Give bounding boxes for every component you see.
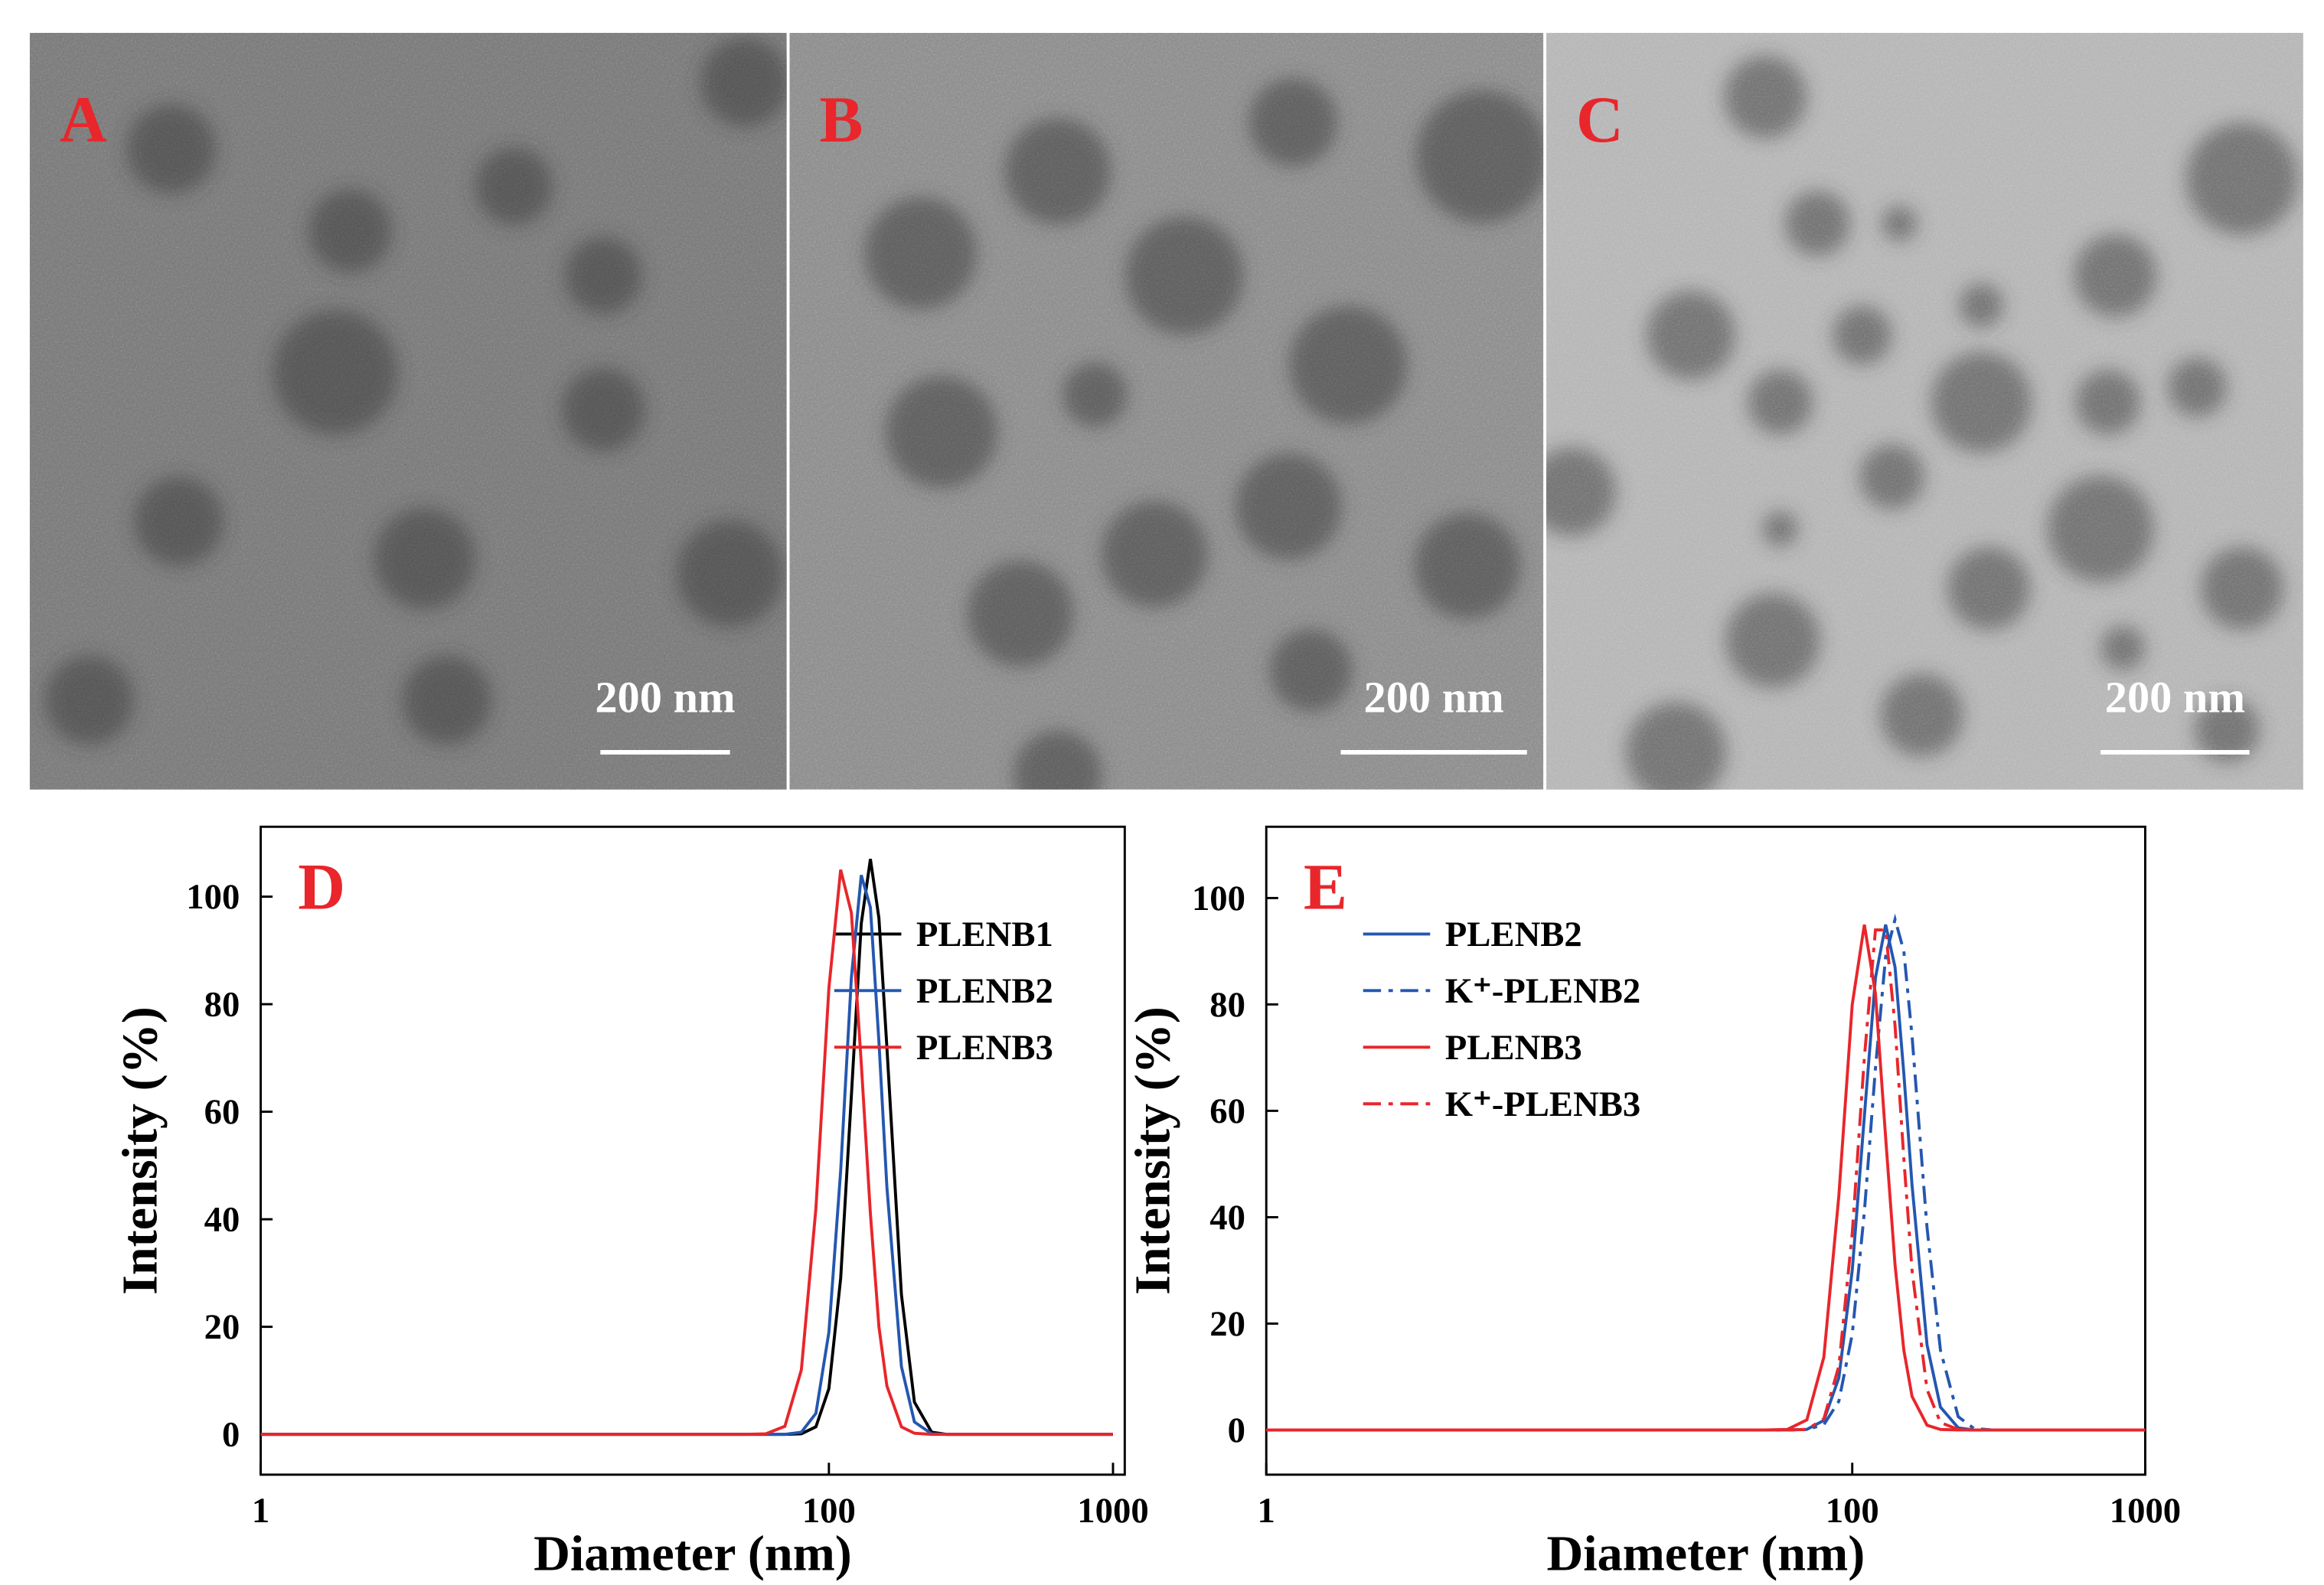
panel-label: D: [298, 850, 345, 923]
y-tick-label: 80: [1209, 985, 1245, 1025]
y-tick-label: 100: [186, 877, 240, 917]
legend-label: PLENB1: [916, 915, 1053, 954]
y-tick-label: 100: [1192, 879, 1245, 918]
x-tick-label: 1: [252, 1491, 269, 1531]
y-tick-label: 20: [1209, 1304, 1245, 1344]
legend-label: PLENB3: [1445, 1028, 1582, 1068]
tem-noise: [1546, 32, 2303, 790]
data-line: [260, 869, 1113, 1437]
data-line: [1266, 913, 2146, 1432]
y-tick-label: 0: [1228, 1411, 1245, 1450]
x-tick-label: 100: [1826, 1491, 1879, 1531]
legend-label: PLENB2: [916, 971, 1053, 1011]
panel-label: E: [1304, 850, 1347, 923]
scale-bar-label: 200 nm: [1364, 672, 1504, 722]
panel-label: A: [60, 83, 107, 156]
chart: 0 20 40 60 80 100 1 100 1000 Diameter (nm) Intensi…: [1125, 825, 2181, 1581]
tem-panel: [29, 32, 787, 790]
data-line: [1266, 924, 2146, 1432]
scale-bar-label: 200 nm: [595, 672, 735, 722]
tem-panel: [1546, 32, 2303, 790]
y-axis-title: Intensity (%): [1125, 1006, 1181, 1295]
tem-panel: [789, 32, 1544, 790]
x-axis-title: Diameter (nm): [534, 1525, 852, 1581]
legend-label: PLENB2: [1445, 915, 1582, 954]
tem-noise: [29, 32, 787, 790]
legend-label: K⁺-PLENB2: [1445, 971, 1641, 1011]
scale-bar-label: 200 nm: [2105, 672, 2245, 722]
data-line: [260, 874, 1113, 1437]
panel-label: B: [819, 83, 863, 156]
y-axis-title: Intensity (%): [112, 1006, 168, 1295]
x-axis-title: Diameter (nm): [1546, 1525, 1865, 1581]
plot-frame: [1265, 825, 2146, 1476]
y-tick-label: 20: [204, 1307, 240, 1347]
y-tick-label: 40: [1209, 1198, 1245, 1238]
data-line: [1266, 928, 2146, 1432]
x-tick-label: 1000: [1077, 1491, 1148, 1531]
x-tick-label: 1000: [2110, 1491, 2181, 1531]
legend-label: K⁺-PLENB3: [1445, 1084, 1641, 1124]
y-tick-label: 40: [204, 1200, 240, 1240]
panel-label: C: [1576, 83, 1624, 156]
x-tick-label: 100: [802, 1491, 856, 1531]
y-tick-label: 60: [1209, 1091, 1245, 1131]
y-tick-label: 80: [204, 985, 240, 1025]
legend-label: PLENB3: [916, 1028, 1053, 1068]
y-tick-label: 0: [222, 1415, 240, 1455]
data-line: [1266, 924, 2146, 1432]
tem-images: A 200 nm B 200 nm C 200 nm: [29, 32, 2303, 790]
plot-frame: [259, 825, 1126, 1476]
y-tick-label: 60: [204, 1092, 240, 1132]
x-tick-label: 1: [1258, 1491, 1275, 1531]
chart: 0 20 40 60 80 100 1 100 1000 Diameter (nm) Intensi…: [112, 825, 1149, 1581]
tem-noise: [789, 32, 1544, 790]
